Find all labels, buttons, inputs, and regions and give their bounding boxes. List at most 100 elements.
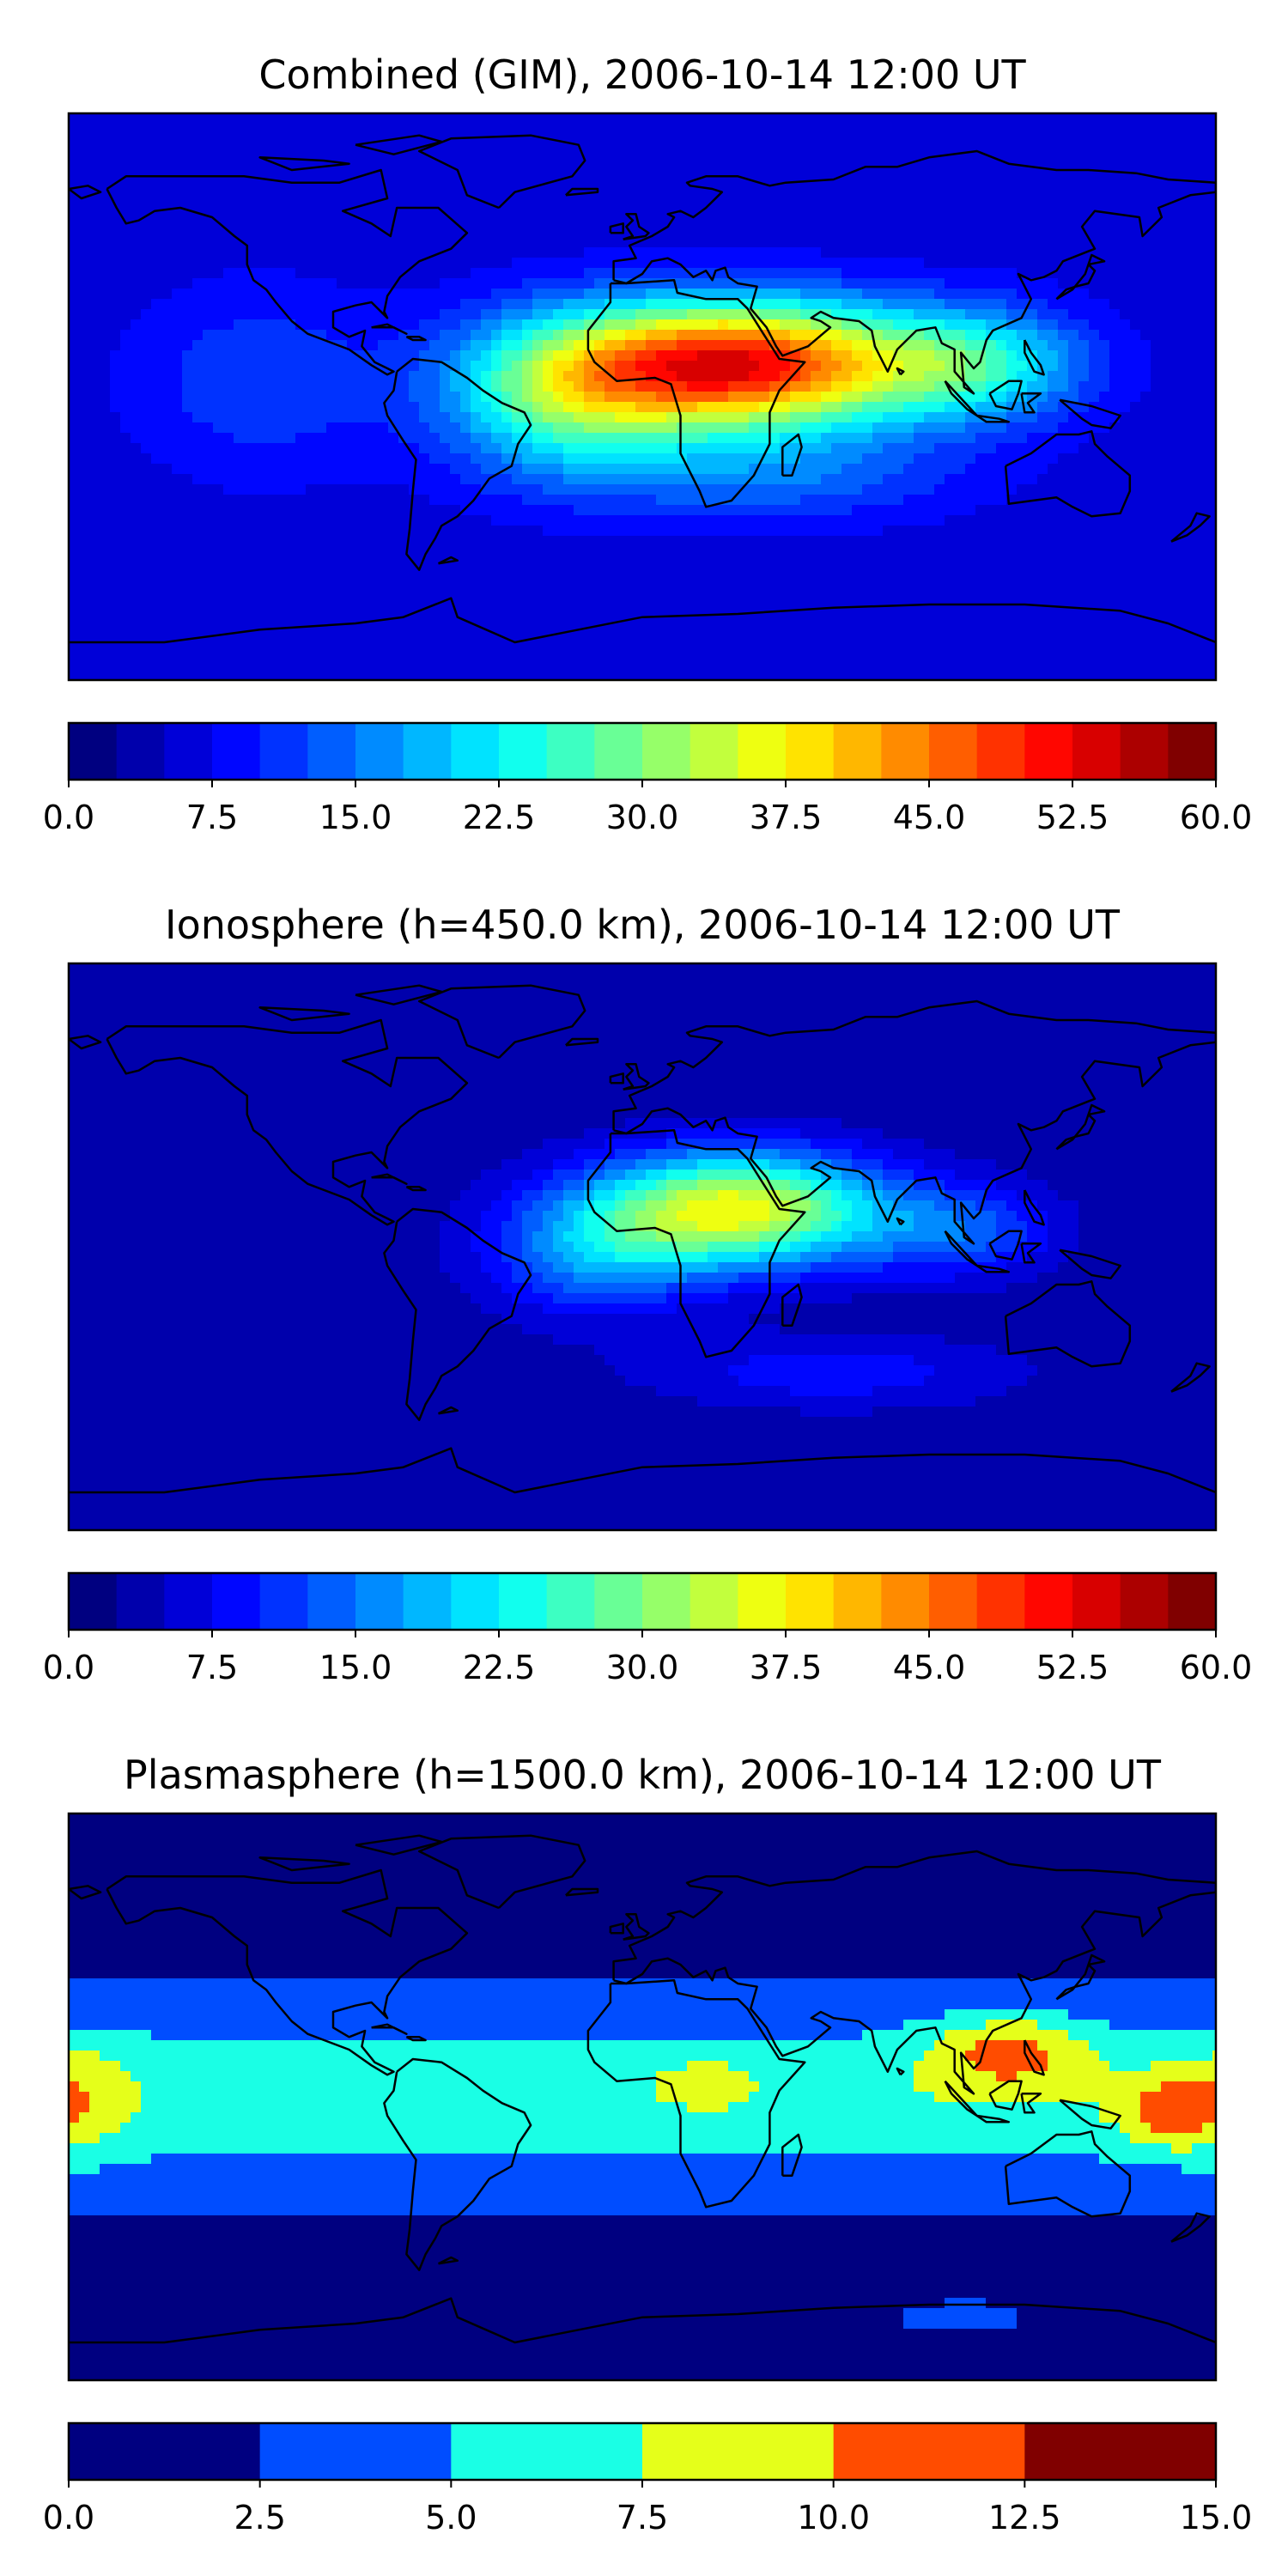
- field-cell: [1140, 422, 1151, 434]
- field-cell: [254, 268, 265, 279]
- field-cell: [326, 289, 337, 300]
- field-cell: [450, 278, 461, 289]
- field-cell: [924, 350, 935, 361]
- field-cell: [862, 381, 873, 392]
- field-cell: [481, 144, 492, 155]
- field-cell: [264, 340, 276, 351]
- field-cell: [615, 505, 626, 516]
- field-cell: [594, 422, 605, 434]
- field-cell: [172, 505, 183, 516]
- field-cell: [388, 113, 399, 125]
- field-cell: [584, 216, 595, 228]
- field-cell: [254, 299, 265, 310]
- field-cell: [213, 422, 224, 434]
- field-cell: [264, 330, 276, 341]
- field-cell: [131, 268, 142, 279]
- field-cell: [213, 443, 224, 454]
- field-cell: [69, 165, 80, 176]
- field-cell: [1068, 185, 1079, 197]
- field-cell: [903, 268, 914, 279]
- field-cell: [192, 278, 204, 289]
- field-cell: [326, 268, 337, 279]
- field-cell: [780, 196, 791, 207]
- field-cell: [337, 216, 348, 228]
- field-cell: [244, 134, 255, 145]
- field-cell: [1006, 268, 1018, 279]
- field-cell: [398, 526, 410, 537]
- field-cell: [594, 278, 605, 289]
- field-cell: [728, 299, 739, 310]
- field-cell: [563, 278, 574, 289]
- field-cell: [553, 299, 564, 310]
- field-cell: [1068, 268, 1079, 279]
- field-cell: [594, 165, 605, 176]
- field-cell: [687, 330, 698, 341]
- field-cell: [1161, 258, 1172, 269]
- field-cell: [1109, 268, 1121, 279]
- field-cell: [1037, 258, 1048, 269]
- field-cell: [522, 113, 533, 125]
- field-cell: [728, 175, 739, 186]
- field-cell: [1006, 422, 1018, 434]
- field-cell: [1027, 247, 1038, 258]
- field-cell: [800, 443, 811, 454]
- field-cell: [203, 330, 214, 341]
- field-cell: [1109, 175, 1121, 186]
- field-cell: [883, 319, 894, 331]
- field-cell: [378, 278, 389, 289]
- field-cell: [780, 402, 791, 413]
- field-cell: [192, 289, 204, 300]
- field-cell: [862, 268, 873, 279]
- field-cell: [491, 484, 502, 495]
- field-cell: [326, 402, 337, 413]
- field-cell: [110, 443, 121, 454]
- field-cell: [687, 144, 698, 155]
- field-cell: [841, 536, 853, 547]
- field-cell: [172, 258, 183, 269]
- field-cell: [203, 443, 214, 454]
- field-cell: [862, 556, 873, 568]
- field-cell: [769, 155, 781, 166]
- field-cell: [378, 412, 389, 423]
- field-cell: [1161, 556, 1172, 568]
- field-cell: [337, 443, 348, 454]
- field-cell: [306, 484, 317, 495]
- field-cell: [1078, 319, 1090, 331]
- field-cell: [306, 185, 317, 197]
- field-cell: [347, 412, 358, 423]
- field-cell: [677, 258, 688, 269]
- field-cell: [1182, 381, 1193, 392]
- field-cell: [975, 155, 987, 166]
- field-cell: [378, 422, 389, 434]
- field-cell: [975, 495, 987, 506]
- field-cell: [316, 175, 327, 186]
- field-cell: [1192, 361, 1203, 372]
- field-cell: [759, 124, 770, 135]
- field-cell: [883, 495, 894, 506]
- field-cell: [254, 526, 265, 537]
- field-cell: [79, 268, 90, 279]
- field-cell: [656, 185, 667, 197]
- field-cell: [759, 216, 770, 228]
- field-cell: [460, 484, 471, 495]
- field-cell: [955, 484, 966, 495]
- field-cell: [769, 319, 781, 331]
- field-cell: [1068, 392, 1079, 403]
- field-cell: [275, 299, 286, 310]
- field-cell: [635, 381, 647, 392]
- field-cell: [326, 556, 337, 568]
- field-cell: [1058, 474, 1069, 485]
- field-cell: [295, 340, 307, 351]
- field-cell: [1017, 361, 1028, 372]
- field-cell: [666, 289, 677, 300]
- field-cell: [69, 526, 80, 537]
- field-cell: [285, 185, 296, 197]
- field-cell: [347, 113, 358, 125]
- field-cell: [635, 289, 647, 300]
- field-cell: [522, 484, 533, 495]
- field-cell: [841, 340, 853, 351]
- field-cell: [192, 227, 204, 238]
- field-cell: [234, 196, 245, 207]
- field-cell: [120, 422, 131, 434]
- field-cell: [769, 381, 781, 392]
